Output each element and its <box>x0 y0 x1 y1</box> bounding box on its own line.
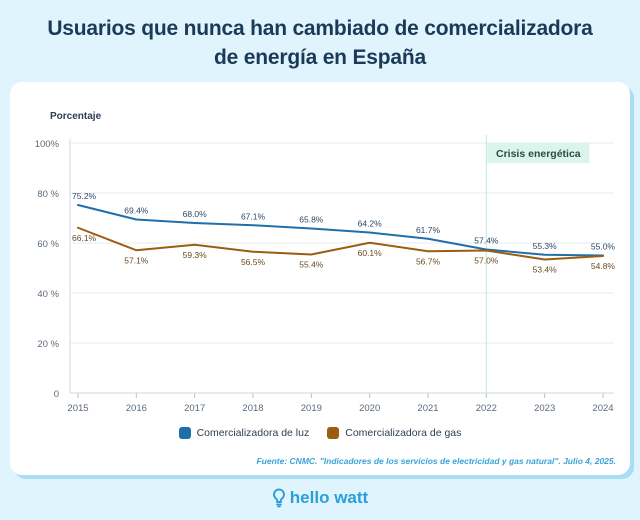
axes: 0 20 % 40 % 60 % 80 % 100% 2015 2016 2017 2018 201… <box>35 139 614 414</box>
data-label-gas: 57.0% <box>474 256 499 266</box>
data-label-gas: 53.4% <box>533 265 558 275</box>
legend-swatch-luz <box>178 427 191 439</box>
data-label-luz: 67.1% <box>241 211 266 221</box>
legend: Comercializadora de luz Comercializadora… <box>0 427 640 439</box>
data-label-gas: 56.5% <box>241 257 266 267</box>
x-tick-label: 2015 <box>67 403 88 414</box>
chart-title: Usuarios que nunca han cambiado de comer… <box>0 14 640 72</box>
series <box>77 204 604 261</box>
y-axis-title: Porcentaje <box>50 111 102 122</box>
data-labels: 75.2% 69.4% 68.0% 67.1% 65.8% 64.2% 61.7% 57.4%… <box>72 191 615 275</box>
data-label-luz: 75.2% <box>72 191 97 201</box>
y-tick-label: 40 % <box>37 289 59 300</box>
brand-logo[interactable]: hello watt <box>0 488 640 508</box>
lightbulb-icon <box>272 488 285 508</box>
series-line-gas <box>77 226 604 261</box>
x-tick-label: 2021 <box>417 403 438 414</box>
x-tick-label: 2024 <box>592 403 613 414</box>
chart-title-line-2: de energía en España <box>214 46 426 69</box>
y-tick-label: 80 % <box>37 189 59 200</box>
x-tick-label: 2023 <box>534 403 555 414</box>
x-tick-label: 2022 <box>476 403 497 414</box>
legend-swatch-gas <box>327 427 340 439</box>
data-label-gas: 57.1% <box>124 255 149 265</box>
data-label-gas: 60.1% <box>358 248 383 258</box>
x-tick-label: 2020 <box>359 403 380 414</box>
data-label-luz: 65.8% <box>299 215 324 225</box>
x-tick-label: 2017 <box>184 403 205 414</box>
crisis-label: Crisis energética <box>496 148 581 160</box>
data-label-gas: 56.7% <box>416 256 441 266</box>
data-label-gas: 55.4% <box>299 260 324 270</box>
data-label-gas: 54.8% <box>591 261 616 271</box>
y-tick-label: 60 % <box>37 239 59 250</box>
y-tick-label: 100% <box>35 139 60 150</box>
data-label-luz: 55.0% <box>591 242 616 252</box>
crisis-label-box <box>487 143 590 163</box>
y-tick-label: 0 <box>54 389 59 400</box>
legend-item-gas[interactable]: Comercializadora de gas <box>327 427 461 439</box>
x-tick-label: 2019 <box>301 403 322 414</box>
data-label-luz: 61.7% <box>416 225 441 235</box>
gridlines <box>70 142 614 344</box>
series-line-luz <box>77 204 604 257</box>
data-label-gas: 59.3% <box>183 250 208 260</box>
y-tick-label: 20 % <box>37 339 59 350</box>
chart-title-line-1: Usuarios que nunca han cambiado de comer… <box>47 17 593 40</box>
data-label-luz: 68.0% <box>183 209 208 219</box>
legend-item-luz[interactable]: Comercializadora de luz <box>178 427 310 439</box>
data-label-gas: 66.1% <box>72 233 97 243</box>
data-label-luz: 55.3% <box>533 241 558 251</box>
data-label-luz: 69.4% <box>124 206 149 216</box>
source-note: Fuente: CNMC. "Indicadores de los servic… <box>256 456 616 466</box>
x-tick-label: 2016 <box>126 403 147 414</box>
brand-name: hello watt <box>289 488 369 507</box>
legend-label-gas: Comercializadora de gas <box>345 427 462 439</box>
data-label-luz: 57.4% <box>474 236 499 246</box>
legend-label-luz: Comercializadora de luz <box>196 427 310 439</box>
crisis-annotation: Crisis energética <box>485 135 590 393</box>
x-tick-label: 2018 <box>242 403 263 414</box>
data-label-luz: 64.2% <box>358 219 383 229</box>
